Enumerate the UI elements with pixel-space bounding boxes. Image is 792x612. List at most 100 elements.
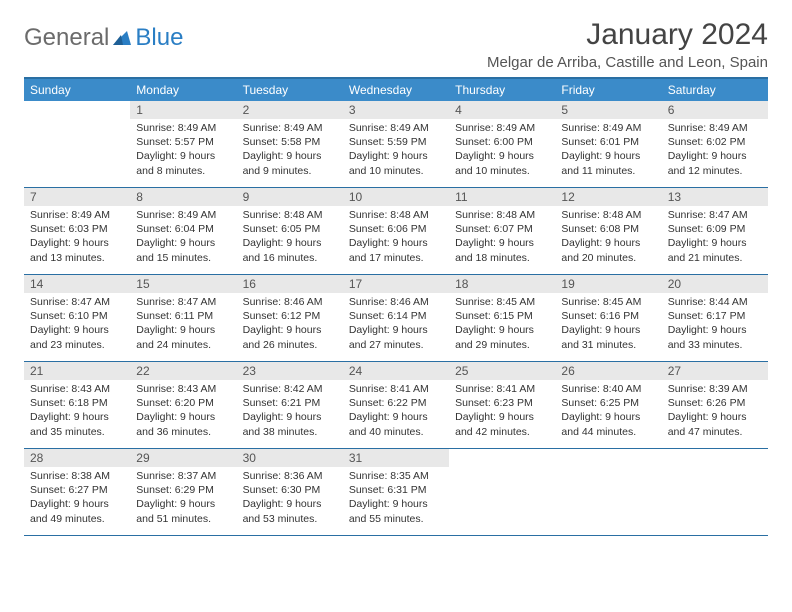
sunrise-text: Sunrise: 8:43 AM bbox=[136, 382, 230, 396]
dayhead-mon: Monday bbox=[130, 78, 236, 101]
day-number: 15 bbox=[130, 275, 236, 293]
logo: General Blue bbox=[24, 24, 183, 52]
day-number: 29 bbox=[130, 449, 236, 467]
sunset-text: Sunset: 6:15 PM bbox=[455, 309, 549, 323]
calendar-cell: 4Sunrise: 8:49 AMSunset: 6:00 PMDaylight… bbox=[449, 101, 555, 188]
calendar-cell: 19Sunrise: 8:45 AMSunset: 6:16 PMDayligh… bbox=[555, 275, 661, 362]
day-number: 12 bbox=[555, 188, 661, 206]
sunrise-text: Sunrise: 8:47 AM bbox=[30, 295, 124, 309]
sunset-text: Sunset: 6:20 PM bbox=[136, 396, 230, 410]
header: General Blue January 2024 Melgar de Arri… bbox=[24, 18, 768, 71]
day-number: 22 bbox=[130, 362, 236, 380]
dayhead-wed: Wednesday bbox=[343, 78, 449, 101]
day-body: Sunrise: 8:46 AMSunset: 6:14 PMDaylight:… bbox=[343, 293, 449, 356]
day-number: 26 bbox=[555, 362, 661, 380]
calendar-week: 14Sunrise: 8:47 AMSunset: 6:10 PMDayligh… bbox=[24, 275, 768, 362]
daylight-text: Daylight: 9 hours and 47 minutes. bbox=[668, 410, 762, 438]
day-body: Sunrise: 8:43 AMSunset: 6:18 PMDaylight:… bbox=[24, 380, 130, 443]
day-body: Sunrise: 8:48 AMSunset: 6:05 PMDaylight:… bbox=[237, 206, 343, 269]
sunset-text: Sunset: 6:31 PM bbox=[349, 483, 443, 497]
day-number: 9 bbox=[237, 188, 343, 206]
day-body: Sunrise: 8:36 AMSunset: 6:30 PMDaylight:… bbox=[237, 467, 343, 530]
daylight-text: Daylight: 9 hours and 23 minutes. bbox=[30, 323, 124, 351]
sunrise-text: Sunrise: 8:45 AM bbox=[455, 295, 549, 309]
daylight-text: Daylight: 9 hours and 9 minutes. bbox=[243, 149, 337, 177]
day-body: Sunrise: 8:48 AMSunset: 6:08 PMDaylight:… bbox=[555, 206, 661, 269]
day-body: Sunrise: 8:49 AMSunset: 6:03 PMDaylight:… bbox=[24, 206, 130, 269]
calendar-cell: 20Sunrise: 8:44 AMSunset: 6:17 PMDayligh… bbox=[662, 275, 768, 362]
daylight-text: Daylight: 9 hours and 27 minutes. bbox=[349, 323, 443, 351]
sunrise-text: Sunrise: 8:41 AM bbox=[455, 382, 549, 396]
logo-sail-icon bbox=[111, 29, 133, 47]
sunrise-text: Sunrise: 8:43 AM bbox=[30, 382, 124, 396]
day-body: Sunrise: 8:49 AMSunset: 6:04 PMDaylight:… bbox=[130, 206, 236, 269]
calendar-cell: 11 Sunrise: 8:48 AMSunset: 6:07 PMDayligh… bbox=[449, 188, 555, 275]
day-body: Sunrise: 8:45 AMSunset: 6:16 PMDaylight:… bbox=[555, 293, 661, 356]
day-number: 4 bbox=[449, 101, 555, 119]
calendar-week: 1Sunrise: 8:49 AMSunset: 5:57 PMDaylight… bbox=[24, 101, 768, 188]
day-body: Sunrise: 8:39 AMSunset: 6:26 PMDaylight:… bbox=[662, 380, 768, 443]
calendar-cell: 9Sunrise: 8:48 AMSunset: 6:05 PMDaylight… bbox=[237, 188, 343, 275]
daylight-text: Daylight: 9 hours and 40 minutes. bbox=[349, 410, 443, 438]
sunrise-text: Sunrise: 8:49 AM bbox=[136, 121, 230, 135]
day-number: 1 bbox=[130, 101, 236, 119]
day-number: 18 bbox=[449, 275, 555, 293]
day-body: Sunrise: 8:41 AMSunset: 6:23 PMDaylight:… bbox=[449, 380, 555, 443]
day-body: Sunrise: 8:38 AMSunset: 6:27 PMDaylight:… bbox=[24, 467, 130, 530]
sunrise-text: Sunrise: 8:46 AM bbox=[243, 295, 337, 309]
sunset-text: Sunset: 6:27 PM bbox=[30, 483, 124, 497]
sunrise-text: Sunrise: 8:49 AM bbox=[136, 208, 230, 222]
daylight-text: Daylight: 9 hours and 29 minutes. bbox=[455, 323, 549, 351]
calendar-cell: 8Sunrise: 8:49 AMSunset: 6:04 PMDaylight… bbox=[130, 188, 236, 275]
sunrise-text: Sunrise: 8:49 AM bbox=[30, 208, 124, 222]
day-body: Sunrise: 8:49 AMSunset: 6:01 PMDaylight:… bbox=[555, 119, 661, 182]
calendar-cell: 30Sunrise: 8:36 AMSunset: 6:30 PMDayligh… bbox=[237, 449, 343, 536]
calendar-cell: 7Sunrise: 8:49 AMSunset: 6:03 PMDaylight… bbox=[24, 188, 130, 275]
sunrise-text: Sunrise: 8:48 AM bbox=[455, 208, 549, 222]
sunset-text: Sunset: 6:07 PM bbox=[455, 222, 549, 236]
sunset-text: Sunset: 6:02 PM bbox=[668, 135, 762, 149]
sunset-text: Sunset: 6:30 PM bbox=[243, 483, 337, 497]
calendar-cell: 25Sunrise: 8:41 AMSunset: 6:23 PMDayligh… bbox=[449, 362, 555, 449]
sunrise-text: Sunrise: 8:44 AM bbox=[668, 295, 762, 309]
sunset-text: Sunset: 6:29 PM bbox=[136, 483, 230, 497]
sunrise-text: Sunrise: 8:46 AM bbox=[349, 295, 443, 309]
sunset-text: Sunset: 6:12 PM bbox=[243, 309, 337, 323]
daylight-text: Daylight: 9 hours and 36 minutes. bbox=[136, 410, 230, 438]
calendar-cell: 22 Sunrise: 8:43 AMSunset: 6:20 PMDayligh… bbox=[130, 362, 236, 449]
sunset-text: Sunset: 6:05 PM bbox=[243, 222, 337, 236]
sunset-text: Sunset: 6:10 PM bbox=[30, 309, 124, 323]
calendar-cell: 29Sunrise: 8:37 AMSunset: 6:29 PMDayligh… bbox=[130, 449, 236, 536]
daylight-text: Daylight: 9 hours and 24 minutes. bbox=[136, 323, 230, 351]
calendar-body: 1Sunrise: 8:49 AMSunset: 5:57 PMDaylight… bbox=[24, 101, 768, 536]
sunset-text: Sunset: 6:21 PM bbox=[243, 396, 337, 410]
day-number: 24 bbox=[343, 362, 449, 380]
day-number: 31 bbox=[343, 449, 449, 467]
daylight-text: Daylight: 9 hours and 51 minutes. bbox=[136, 497, 230, 525]
calendar-cell: 3Sunrise: 8:49 AMSunset: 5:59 PMDaylight… bbox=[343, 101, 449, 188]
sunset-text: Sunset: 6:11 PM bbox=[136, 309, 230, 323]
calendar-cell: 1Sunrise: 8:49 AMSunset: 5:57 PMDaylight… bbox=[130, 101, 236, 188]
sunrise-text: Sunrise: 8:48 AM bbox=[561, 208, 655, 222]
calendar-cell: 16Sunrise: 8:46 AMSunset: 6:12 PMDayligh… bbox=[237, 275, 343, 362]
sunrise-text: Sunrise: 8:36 AM bbox=[243, 469, 337, 483]
day-body: Sunrise: 8:49 AMSunset: 5:58 PMDaylight:… bbox=[237, 119, 343, 182]
daylight-text: Daylight: 9 hours and 38 minutes. bbox=[243, 410, 337, 438]
sunset-text: Sunset: 6:23 PM bbox=[455, 396, 549, 410]
sunrise-text: Sunrise: 8:37 AM bbox=[136, 469, 230, 483]
day-body: Sunrise: 8:49 AMSunset: 5:57 PMDaylight:… bbox=[130, 119, 236, 182]
calendar-page: General Blue January 2024 Melgar de Arri… bbox=[0, 0, 792, 554]
day-number: 11 bbox=[449, 188, 555, 206]
day-number: 25 bbox=[449, 362, 555, 380]
sunrise-text: Sunrise: 8:41 AM bbox=[349, 382, 443, 396]
sunrise-text: Sunrise: 8:49 AM bbox=[455, 121, 549, 135]
dayhead-tue: Tuesday bbox=[237, 78, 343, 101]
calendar-cell: 26Sunrise: 8:40 AMSunset: 6:25 PMDayligh… bbox=[555, 362, 661, 449]
day-body: Sunrise: 8:37 AMSunset: 6:29 PMDaylight:… bbox=[130, 467, 236, 530]
day-number: 19 bbox=[555, 275, 661, 293]
calendar-cell bbox=[24, 101, 130, 188]
daylight-text: Daylight: 9 hours and 53 minutes. bbox=[243, 497, 337, 525]
daylight-text: Daylight: 9 hours and 18 minutes. bbox=[455, 236, 549, 264]
calendar-cell bbox=[449, 449, 555, 536]
day-body: Sunrise: 8:46 AMSunset: 6:12 PMDaylight:… bbox=[237, 293, 343, 356]
